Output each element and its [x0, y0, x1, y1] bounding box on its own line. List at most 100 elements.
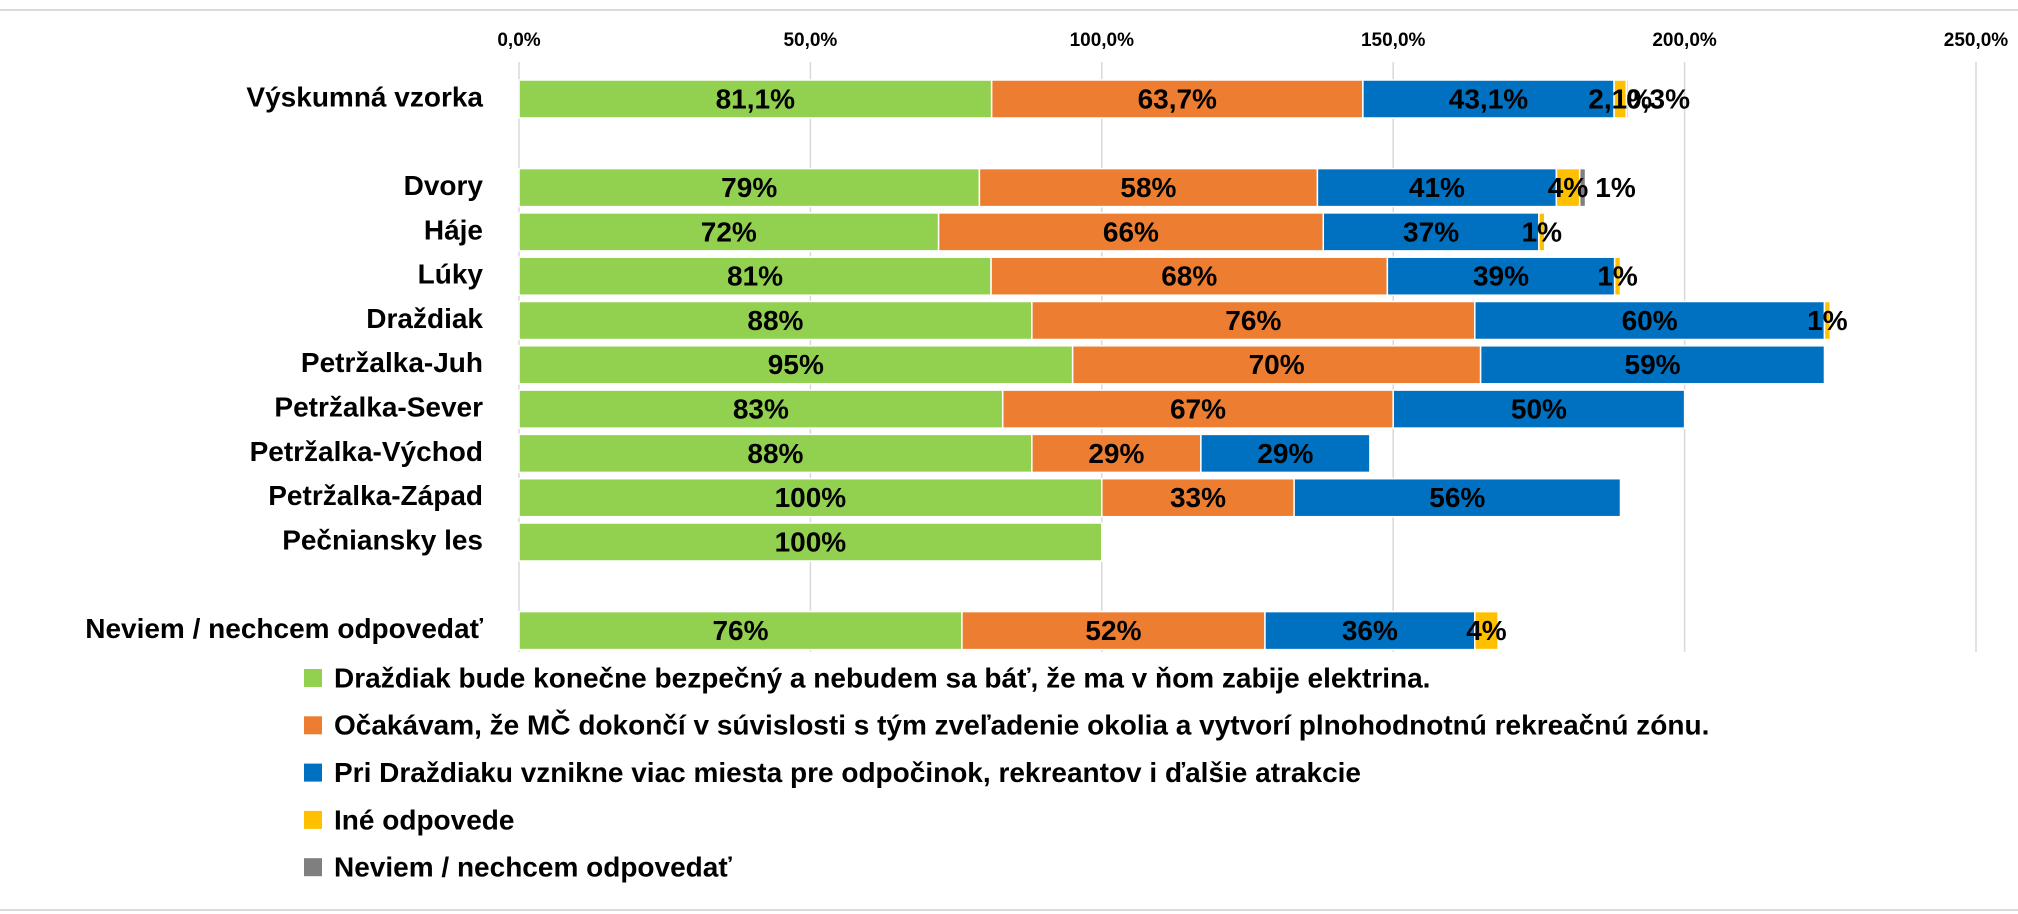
data-label: 39% [1473, 261, 1529, 292]
data-label: 95% [768, 349, 824, 380]
data-label: 0,3% [1626, 83, 1690, 114]
data-label: 88% [747, 438, 803, 469]
data-label: 59% [1625, 349, 1681, 380]
data-label: 79% [721, 172, 777, 203]
data-label: 52% [1085, 615, 1141, 646]
data-label: 29% [1088, 438, 1144, 469]
x-tick-label: 200,0% [1652, 30, 1717, 51]
bar-segment [1101, 477, 1295, 518]
bar-segment [518, 477, 1103, 518]
legend-label: Draždiak bude konečne bezpečný a nebudem… [334, 662, 1430, 693]
data-label: 60% [1622, 305, 1678, 336]
data-label: 72% [701, 216, 757, 247]
legend-label: Iné odpovede [334, 804, 514, 835]
legend-swatch [304, 716, 322, 735]
data-label: 29% [1257, 438, 1313, 469]
x-tick-label: 0,0% [497, 30, 540, 51]
bar-segment [990, 256, 1389, 296]
category-label: Výskumná vzorka [246, 81, 483, 112]
data-label: 63,7% [1138, 83, 1217, 114]
legend-swatch [304, 763, 322, 782]
data-label: 37% [1403, 216, 1459, 247]
data-label: 76% [1225, 305, 1281, 336]
data-label: 50% [1511, 393, 1567, 424]
bar-segment [1823, 300, 1832, 341]
bar-segment [1001, 389, 1394, 429]
bar-segment [1474, 610, 1499, 651]
category-label: Petržalka-Západ [268, 480, 483, 511]
bar-segment [1293, 477, 1622, 518]
bar-segment [1031, 300, 1476, 341]
bar-segment [1479, 345, 1826, 385]
data-label: 81% [727, 261, 783, 292]
bar-segment [961, 610, 1266, 651]
bar-segment [518, 389, 1004, 429]
data-label: 1% [1522, 216, 1563, 247]
legend-swatch [304, 858, 322, 877]
bar-segment [1625, 79, 1629, 119]
bar-segment [518, 433, 1033, 474]
data-label: 83% [733, 393, 789, 424]
bar-segment [518, 300, 1033, 341]
bar-segment [1474, 300, 1826, 341]
data-label: 43,1% [1449, 83, 1528, 114]
category-label: Petržalka-Sever [274, 391, 483, 422]
category-label: Dvory [404, 170, 484, 201]
bar-segment [1613, 256, 1622, 296]
bar-segment [1071, 345, 1482, 385]
bar-segment [1264, 610, 1476, 651]
bar-segment [518, 212, 940, 252]
bar-segment [518, 167, 981, 208]
bar-segment [518, 79, 993, 119]
legend-swatch [304, 810, 322, 829]
bar-segment [1031, 433, 1202, 474]
data-label: 41% [1409, 172, 1465, 203]
data-label: 66% [1103, 216, 1159, 247]
x-tick-label: 150,0% [1361, 30, 1426, 51]
category-label: Lúky [418, 259, 484, 290]
legend-label: Pri Draždiaku vznikne viac miesta pre od… [334, 757, 1361, 788]
bar-segment [1200, 433, 1371, 474]
data-label: 56% [1429, 482, 1485, 513]
bar-segment [518, 256, 992, 296]
data-label: 2,1% [1588, 83, 1652, 114]
bar-segment [990, 79, 1364, 119]
category-label: Petržalka-Juh [301, 347, 483, 378]
data-label: 33% [1170, 482, 1226, 513]
bar-segment [1538, 212, 1546, 252]
data-label: 1% [1807, 305, 1848, 336]
data-label: 100% [775, 482, 847, 513]
data-label: 70% [1249, 349, 1305, 380]
data-label: 88% [747, 305, 803, 336]
bar-segment [1322, 212, 1540, 252]
legend-label: Očakávam, že MČ dokončí v súvislosti s t… [334, 709, 1709, 741]
data-label: 76% [712, 615, 768, 646]
data-label: 4% [1548, 172, 1589, 203]
legend-label: Neviem / nechcem odpovedať [334, 852, 732, 883]
data-label: 1% [1595, 172, 1636, 203]
data-label: 68% [1161, 261, 1217, 292]
data-label: 1% [1597, 261, 1638, 292]
bar-segment [518, 610, 963, 651]
category-label: Neviem / nechcem odpovedať [85, 613, 483, 644]
bar-segment [978, 167, 1319, 208]
category-label: Pečniansky les [282, 524, 483, 555]
legend-swatch [304, 669, 322, 687]
x-tick-label: 100,0% [1070, 30, 1135, 51]
data-label: 36% [1342, 615, 1398, 646]
data-label: 4% [1466, 615, 1507, 646]
bar-segment [518, 345, 1074, 385]
data-label: 58% [1120, 172, 1176, 203]
bar-segment [1578, 167, 1587, 208]
x-tick-label: 250,0% [1944, 30, 2009, 51]
data-label: 67% [1170, 393, 1226, 424]
data-label: 100% [775, 526, 847, 557]
bar-segment [937, 212, 1325, 252]
bar-segment [518, 522, 1103, 562]
category-label: Draždiak [366, 303, 483, 334]
bar-segment [1316, 167, 1558, 208]
x-tick-label: 50,0% [783, 30, 837, 51]
bar-segment [1386, 256, 1616, 296]
category-label: Háje [424, 214, 483, 245]
